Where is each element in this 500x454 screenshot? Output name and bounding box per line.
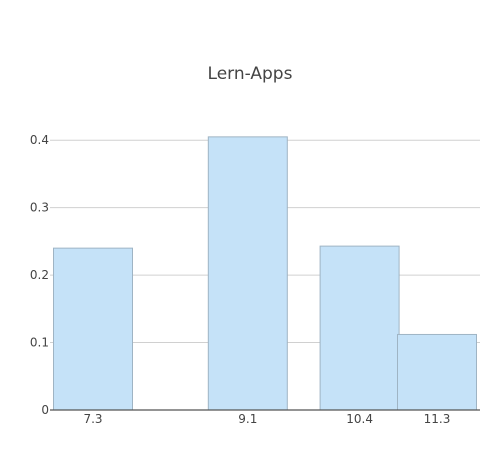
- x-tick-label: 10.4: [346, 412, 373, 426]
- y-tick-label: 0.2: [30, 268, 49, 282]
- bar-9.1[interactable]: [207, 136, 288, 411]
- bar-7.3[interactable]: [53, 247, 133, 411]
- bars: [53, 136, 477, 411]
- x-tick-label: 9.1: [238, 412, 257, 426]
- bar-11.3[interactable]: [397, 333, 477, 411]
- chart-title: Lern-Apps: [208, 64, 293, 84]
- y-tick-label: 0.4: [30, 133, 49, 147]
- y-tick-label: 0.3: [30, 201, 49, 215]
- y-tick-label: 0.1: [30, 336, 49, 350]
- x-tick-label: 7.3: [83, 412, 102, 426]
- bar-10.4[interactable]: [319, 245, 400, 411]
- y-tick-label: 0: [41, 403, 49, 417]
- axes: 0 0.1 0.2 0.3 0.4 7.3 9.1 10.4 11.3: [30, 133, 480, 426]
- x-tick-label: 11.3: [424, 412, 451, 426]
